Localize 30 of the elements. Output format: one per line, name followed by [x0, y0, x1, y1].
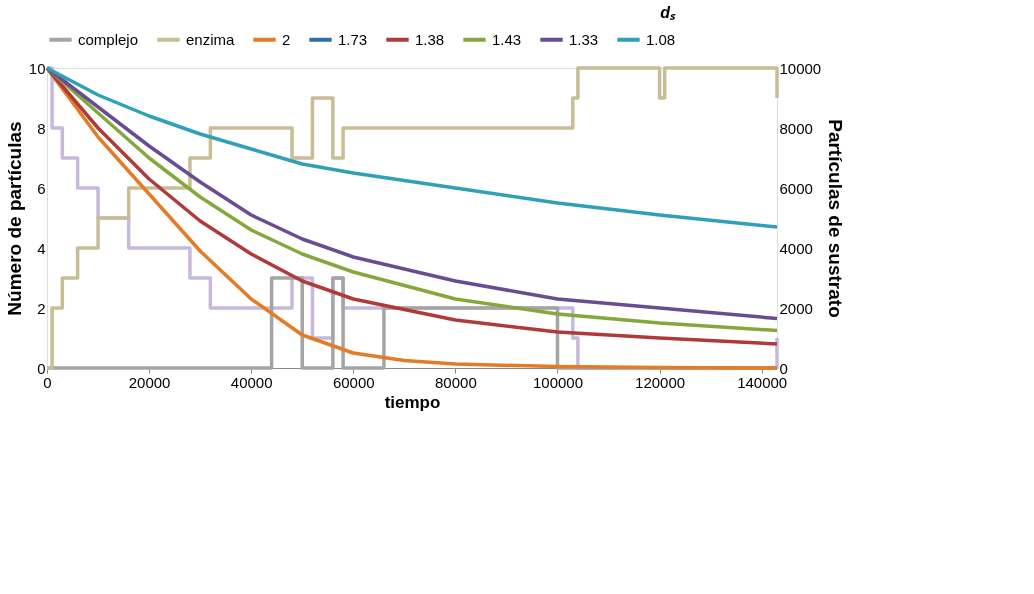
- legend-label: enzima: [186, 30, 236, 48]
- legend-label: 1.38: [415, 30, 445, 48]
- legend-title: dₛ: [660, 4, 676, 21]
- legend-label: 1.33: [569, 30, 599, 48]
- y-tick-label: 8: [37, 119, 46, 137]
- x-tick-label: 80000: [435, 373, 477, 391]
- y2-tick-label: 4000: [779, 239, 813, 257]
- y2-tick-label: 8000: [779, 119, 813, 137]
- x-axis-title: tiempo: [384, 392, 441, 412]
- y-tick-label: 0: [37, 359, 46, 377]
- line-series: [45, 66, 779, 229]
- y-tick-label: 10: [28, 59, 46, 77]
- y2-tick-label: 10000: [779, 59, 822, 77]
- y-tick-label: 4: [37, 239, 46, 257]
- y2-tick-label: 6000: [779, 179, 813, 197]
- y-tick-label: 2: [37, 299, 46, 317]
- legend-label: 1.08: [646, 30, 676, 48]
- x-tick-label: 120000: [635, 373, 686, 391]
- legend-label: 1.43: [492, 30, 522, 48]
- legend-label: 2: [282, 30, 291, 48]
- y-axis-title: Número de partículas: [3, 121, 25, 316]
- legend-label: complejo: [78, 30, 139, 48]
- y-tick-label: 6: [37, 179, 46, 197]
- x-tick-label: 100000: [532, 373, 584, 391]
- x-tick-label: 60000: [332, 373, 375, 391]
- x-tick-label: 40000: [230, 373, 273, 391]
- y2-tick-label: 2000: [779, 299, 813, 317]
- legend-label: 1.73: [338, 30, 368, 48]
- y2-axis-title: Partículas de sustrato: [825, 119, 847, 318]
- x-tick-label: 20000: [128, 373, 171, 391]
